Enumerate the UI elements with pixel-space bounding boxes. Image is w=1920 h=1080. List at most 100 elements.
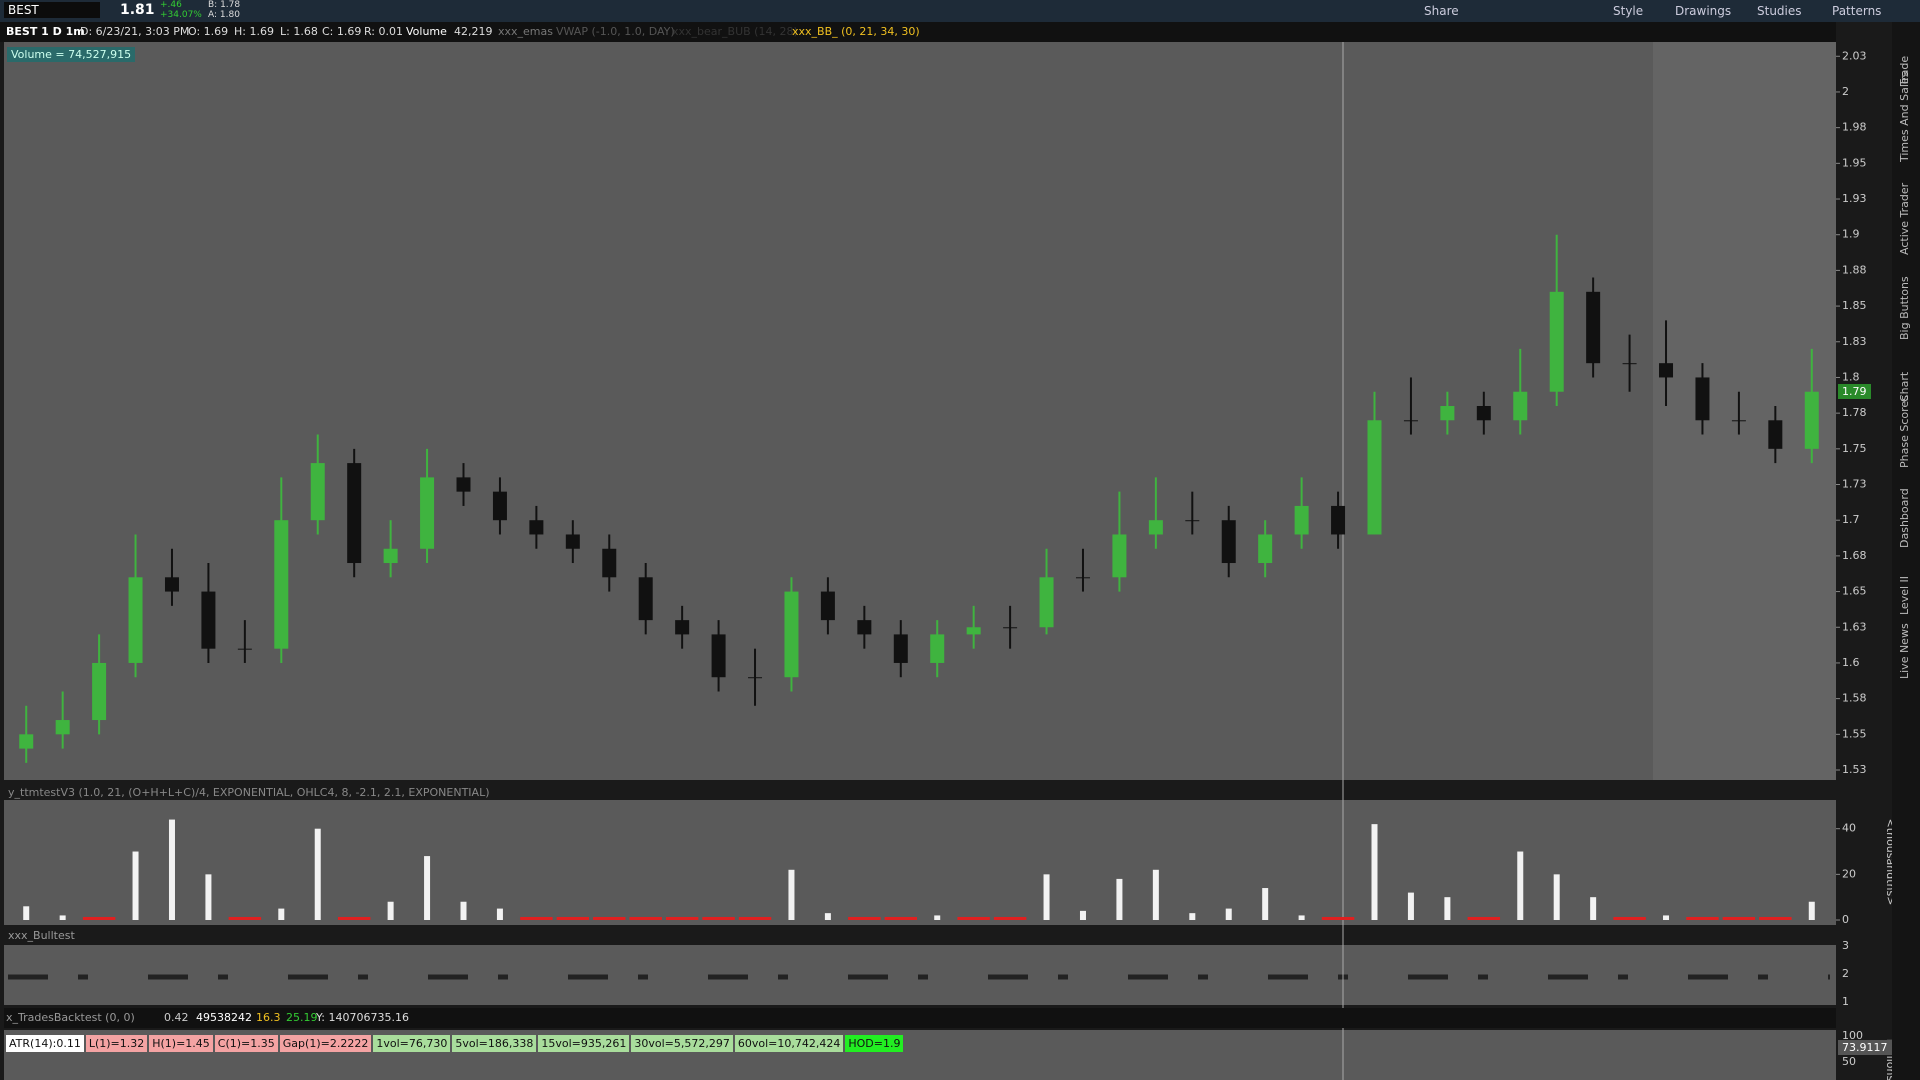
bid: B: 1.78: [208, 0, 241, 10]
backtest-value: 0.42: [164, 1011, 189, 1024]
side-tab[interactable]: Level II: [1898, 575, 1911, 615]
price-tag: 1.79: [1838, 384, 1871, 399]
candle-body: [456, 477, 471, 492]
y-tick-label: 1.98: [1842, 121, 1867, 134]
study[interactable]: xxx_emas: [498, 25, 553, 38]
y-tick-label: 1.75: [1842, 442, 1867, 455]
candle-body: [1112, 534, 1127, 578]
ask: A: 1.80: [208, 10, 240, 20]
zero-bar: [1613, 917, 1646, 920]
ttm-title: y_ttmtestV3 (1.0, 21, (O+H+L+C)/4, EXPON…: [8, 786, 490, 799]
zero-bar: [629, 917, 662, 920]
stat-badge: C(1)=1.35: [214, 1035, 278, 1052]
y-tick-label: 1.7: [1842, 513, 1860, 526]
side-tab[interactable]: Active Trader: [1898, 182, 1911, 255]
candle-body: [1440, 406, 1455, 421]
candle-body: [1367, 420, 1382, 535]
y-tick-label: 1.8: [1842, 370, 1860, 383]
candle-body: [237, 648, 252, 650]
volume-label: Volume: [406, 25, 447, 38]
side-tab[interactable]: Big Buttons: [1898, 276, 1911, 340]
bar: [1262, 888, 1269, 920]
candle-body: [675, 620, 690, 635]
zero-bar: [82, 917, 116, 920]
y-tick-label: 1.85: [1842, 299, 1867, 312]
bar: [1444, 897, 1451, 920]
candle-body: [565, 534, 580, 549]
header-strip: BEST 1 D 1m D: 6/23/21, 3:03 PM O: 1.69 …: [0, 22, 1836, 42]
zero-bar: [556, 917, 590, 920]
study[interactable]: xxx_BB_ (0, 21, 34, 30): [792, 25, 920, 38]
stat-badge: 15vol=935,261: [538, 1035, 630, 1052]
y-tick-label: 1.63: [1842, 620, 1867, 633]
bar: [934, 915, 941, 920]
y-tick-label: 1: [1842, 995, 1849, 1008]
side-tab[interactable]: Live News: [1898, 623, 1911, 679]
candle-body: [1513, 391, 1528, 421]
symbol-box[interactable]: BEST: [4, 2, 100, 18]
candle-body: [1586, 291, 1601, 364]
bar: [1590, 897, 1597, 920]
bar: [1517, 851, 1524, 920]
candle-body: [784, 591, 799, 678]
last-price: 1.81: [120, 2, 155, 18]
bar: [387, 901, 394, 920]
y-tick-label: 1.93: [1842, 192, 1867, 205]
candle-body: [1804, 391, 1819, 449]
studies-button[interactable]: Studies: [1757, 4, 1802, 18]
patterns-button[interactable]: Patterns: [1832, 4, 1882, 18]
study[interactable]: VWAP (-1.0, 1.0, DAY): [556, 25, 675, 38]
y-tick-label: 1.95: [1842, 156, 1867, 169]
stat-badge: ATR(14):0.11: [6, 1035, 84, 1052]
side-tabs: Trade Times And Sales Active Trader Big But…: [1892, 22, 1920, 1080]
candle-body: [1075, 577, 1090, 579]
y-tick-label: 1.6: [1842, 656, 1860, 669]
candle-body: [820, 591, 835, 621]
range: R: 0.01: [364, 25, 403, 38]
low: L: 1.68: [280, 25, 318, 38]
bar: [496, 908, 503, 920]
stat-badge: H(1)=1.45: [149, 1035, 213, 1052]
bar: [1808, 901, 1815, 920]
side-tab[interactable]: Times And Sales: [1898, 71, 1911, 162]
zero-bar: [1321, 917, 1355, 920]
candle-body: [310, 463, 325, 521]
high: H: 1.69: [234, 25, 274, 38]
bottom-tag: 73.9117: [1838, 1040, 1892, 1055]
candle-body: [711, 634, 726, 678]
candle-body: [274, 520, 289, 649]
y-tick-label: 1.68: [1842, 549, 1867, 562]
bar: [460, 901, 467, 920]
candle-body: [602, 548, 617, 578]
candle-body: [1148, 520, 1163, 535]
candle-body: [19, 734, 34, 749]
zero-bar: [1467, 917, 1501, 920]
bar: [788, 869, 795, 920]
candle-body: [164, 577, 179, 592]
y-tick-label: 1.65: [1842, 585, 1867, 598]
candle-body: [201, 591, 216, 649]
y-tick-label: 1.73: [1842, 478, 1867, 491]
zero-bar: [593, 917, 626, 920]
side-tab[interactable]: Dashboard: [1898, 488, 1911, 548]
zero-bar: [702, 917, 735, 920]
side-tab[interactable]: Phase Scores: [1898, 395, 1911, 468]
style-button[interactable]: Style: [1613, 4, 1644, 18]
y-tick-label: 2: [1842, 967, 1849, 980]
bar: [314, 828, 321, 920]
candle-body: [529, 520, 544, 535]
candle-body: [92, 662, 107, 721]
close: C: 1.69: [322, 25, 362, 38]
bar: [1407, 892, 1414, 920]
zero-bar: [738, 917, 772, 920]
bar: [824, 913, 831, 920]
candle-body: [638, 577, 653, 621]
candle-body: [857, 620, 872, 635]
candle-body: [966, 627, 981, 635]
drawings-button[interactable]: Drawings: [1675, 4, 1732, 18]
study[interactable]: xxx_bear_BUB (14, 28): [672, 25, 798, 38]
stat-badge: 1vol=76,730: [373, 1035, 451, 1052]
toolbar: BEST 1.81 +.46 +34.07% B: 1.78 A: 1.80 S…: [0, 0, 1920, 22]
share-button[interactable]: Share: [1424, 4, 1459, 18]
